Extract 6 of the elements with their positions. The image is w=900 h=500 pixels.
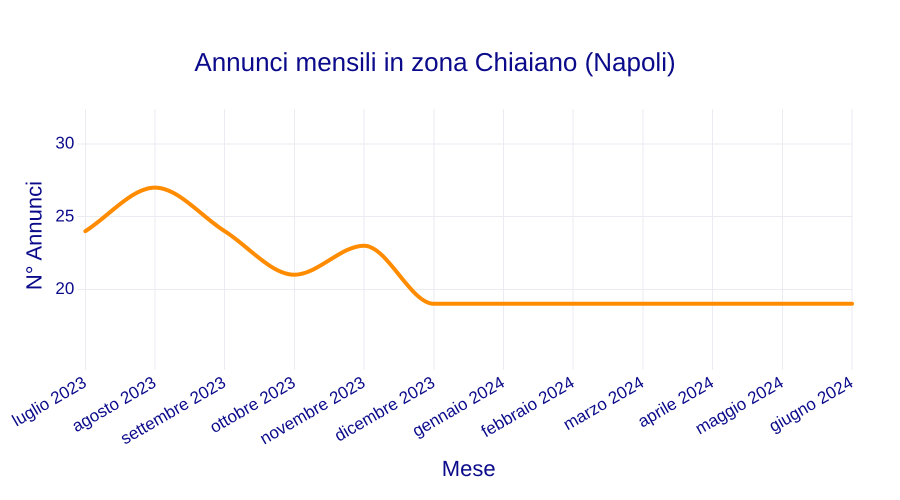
chart-title: Annunci mensili in zona Chiaiano (Napoli) (194, 46, 676, 77)
y-tick-label: 30 (55, 134, 74, 153)
x-axis-title: Mese (442, 456, 496, 481)
y-axis-title: N° Annunci (21, 180, 46, 290)
y-tick-label: 25 (55, 206, 74, 226)
y-tick-label: 20 (55, 278, 74, 298)
